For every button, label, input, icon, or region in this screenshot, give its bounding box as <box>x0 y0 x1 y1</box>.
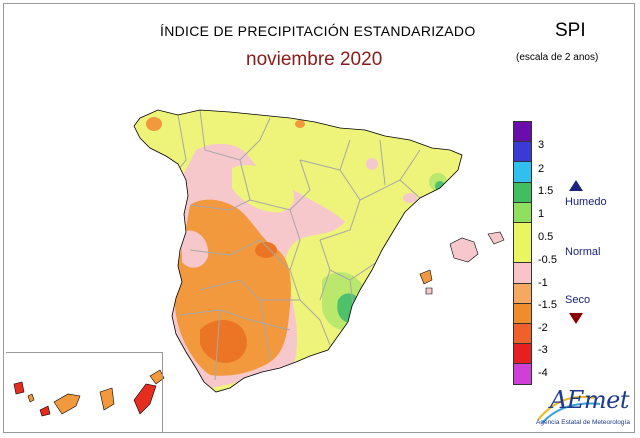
legend-swatch <box>514 323 531 345</box>
legend-colorbar <box>513 121 532 386</box>
legend-tick: -3 <box>538 344 548 356</box>
legend-tick: 3 <box>538 139 545 151</box>
legend-tick: 2 <box>538 163 545 175</box>
legend-swatch <box>514 344 531 365</box>
scale-note: (escala de 2 anos) <box>516 52 599 63</box>
legend-swatch <box>514 263 531 284</box>
humid-arrow-icon <box>569 180 583 191</box>
peninsula <box>133 109 463 393</box>
galicia-orange-spot <box>146 117 162 131</box>
map-subtitle: noviembre 2020 <box>246 49 383 70</box>
aemet-tagline: Agencia Estatal de Meteorología <box>536 419 630 426</box>
dry-arrow-icon <box>569 313 583 324</box>
legend-category-normal: Normal <box>565 246 601 258</box>
wet-cyan-zone <box>352 299 364 313</box>
coastline <box>133 109 463 393</box>
legend-swatch <box>514 122 531 143</box>
map-title: ÍNDICE DE PRECIPITACIÓN ESTANDARIZADO <box>160 23 476 39</box>
legend-swatch <box>514 182 531 203</box>
legend-swatch <box>514 283 531 304</box>
aemet-logo-swoosh <box>537 395 601 424</box>
canary-islands <box>13 369 165 417</box>
dark-orange-spot-center <box>255 242 277 258</box>
legend-tick: 0.5 <box>538 231 554 243</box>
legend-tick: -1 <box>538 277 548 289</box>
legend-category-humid: Humedo <box>565 196 607 208</box>
legend-swatch <box>514 222 531 264</box>
legend-tick: -4 <box>538 367 548 379</box>
legend-swatch <box>514 142 531 163</box>
canary-inset-frame <box>6 352 163 432</box>
legend-tick: -0.5 <box>538 254 557 266</box>
legend-category-dry: Seco <box>565 294 591 306</box>
legend-swatch <box>514 303 531 324</box>
legend-tick: -2 <box>538 322 548 334</box>
legend-swatch <box>514 162 531 183</box>
aemet-logo: AEmet <box>550 386 629 414</box>
index-name: SPI <box>555 20 586 41</box>
balearic-islands <box>419 231 505 295</box>
pink-patch-west <box>182 230 209 268</box>
normal-yellow-patch <box>232 165 294 213</box>
figure-frame <box>3 3 635 433</box>
legend-swatch <box>514 202 531 223</box>
legend-tick: 1 <box>538 208 545 220</box>
legend-tick: 1.5 <box>538 185 554 197</box>
dark-orange-spot-south <box>200 319 247 363</box>
legend-tick: -1.5 <box>538 299 557 311</box>
legend-swatch <box>514 364 531 385</box>
